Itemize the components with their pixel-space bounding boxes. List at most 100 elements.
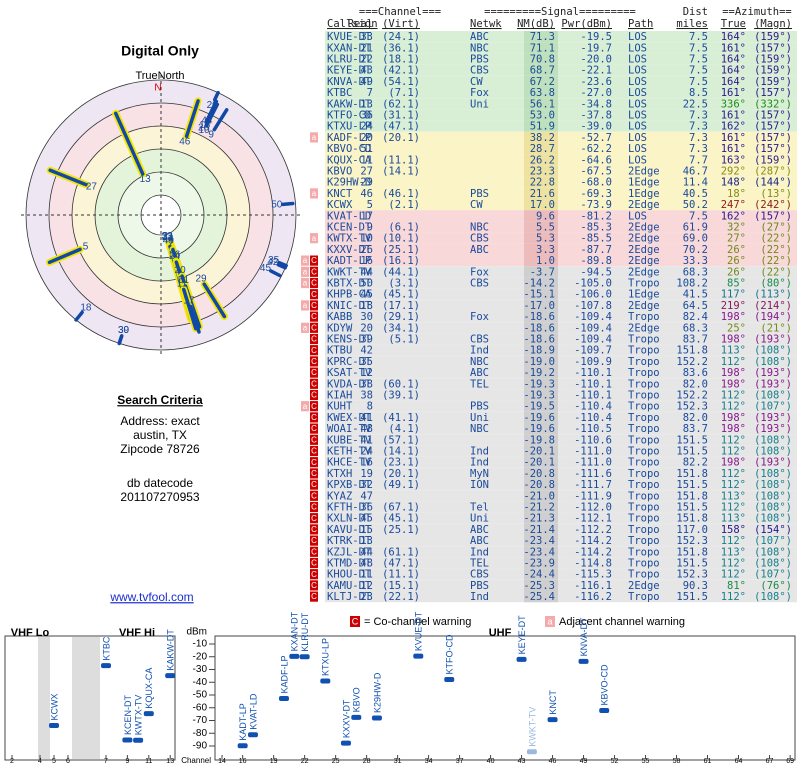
channel-tick-label: 64 (735, 758, 743, 765)
warning-box (310, 412, 318, 423)
cell: 198° (721, 367, 746, 379)
warning-box (301, 266, 309, 277)
cell: 161° (721, 42, 746, 54)
cell: (41.1) (382, 412, 420, 424)
cell: PBS (470, 188, 489, 200)
cell: Tropo (628, 457, 660, 469)
cell: 161° (721, 143, 746, 155)
cell: KHCE-TV (327, 457, 372, 469)
cell: 7.5 (689, 210, 708, 222)
cell: -14.2 (523, 278, 555, 290)
cell: -19.6 (523, 412, 555, 424)
cell: -19.3 (523, 390, 555, 402)
nm-band (524, 266, 558, 278)
cell: 161° (721, 110, 746, 122)
cell: Fox (470, 266, 489, 278)
warning-mark: a (303, 301, 308, 310)
cell: (108°) (754, 513, 792, 525)
nm-band (524, 187, 558, 199)
warning-mark: C (311, 413, 317, 422)
cell: 112° (721, 446, 746, 458)
radar-label: 39 (118, 325, 130, 336)
channel-marker (165, 673, 176, 679)
cell: 26° (727, 266, 746, 278)
cell: -34.8 (580, 98, 612, 110)
cell: (21°) (760, 322, 792, 334)
cell: CBS (470, 569, 489, 581)
cell: (3.1) (388, 278, 420, 290)
warning-mark: C (311, 290, 317, 299)
cell: 7.3 (689, 110, 708, 122)
warning-mark: a (303, 267, 308, 276)
row-bg (325, 535, 797, 547)
radar-label: 24 (169, 251, 181, 262)
cell: LOS (628, 54, 647, 66)
cell: Tropo (628, 412, 660, 424)
row-bg (325, 64, 797, 76)
channel-tick-label: 6 (66, 758, 70, 765)
cell: 152.3 (676, 401, 708, 413)
warning-mark: C (311, 357, 317, 366)
cell: Tropo (628, 434, 660, 446)
cell: -85.5 (580, 233, 612, 245)
cell: 112° (721, 591, 746, 603)
cell: 2Edge (628, 266, 660, 278)
cell: (36.1) (382, 42, 420, 54)
warning-mark: C (311, 402, 317, 411)
column-header: Pwr(dBm) (561, 18, 612, 30)
warning-mark: C (311, 256, 317, 265)
cell: 18° (727, 188, 746, 200)
channel-callsign: KEYE-DT (517, 615, 527, 655)
cell: 25° (727, 322, 746, 334)
cell: -23.4 (523, 546, 555, 558)
cell: (20.1) (382, 468, 420, 480)
cell: 16 (360, 255, 373, 267)
row-bg (325, 210, 797, 222)
channel-marker (413, 653, 424, 659)
row-bg (325, 490, 797, 502)
column-header: miles (676, 18, 708, 30)
cell: (193°) (754, 334, 792, 346)
cell: Tropo (628, 334, 660, 346)
cell: 7.5 (689, 31, 708, 43)
cell: -110.4 (574, 412, 612, 424)
cell: 151.5 (676, 502, 708, 514)
cell: (11.1) (382, 154, 420, 166)
cell: (24.1) (382, 31, 420, 43)
cell: (159°) (754, 154, 792, 166)
dbm-tick-label: -10 (193, 639, 208, 650)
warning-mark: C (311, 368, 317, 377)
cell: 82.4 (683, 311, 708, 323)
cell: -18.6 (523, 322, 555, 334)
radar-label: 30 (118, 325, 130, 336)
nm-band (524, 120, 558, 132)
warning-mark: C (311, 323, 317, 332)
cell: (159°) (754, 76, 792, 88)
link[interactable]: www.tvfool.com (109, 590, 193, 604)
cell: 336° (721, 98, 746, 110)
cell: -64.6 (580, 154, 612, 166)
warning-mark: a (312, 189, 317, 198)
cell: Tropo (628, 513, 660, 525)
row-bg (325, 143, 797, 155)
channel-marker (278, 695, 289, 701)
warning-mark: C (311, 491, 317, 500)
channel-callsign: KCEN-DT (123, 695, 133, 736)
cell: Uni (470, 513, 489, 525)
cell: (18.1) (382, 54, 420, 66)
cell: KXXV-DT (327, 244, 372, 256)
cell: 7.3 (689, 143, 708, 155)
channel-label: Channel (181, 756, 211, 765)
warning-mark: C (311, 391, 317, 400)
warning-mark: a (303, 279, 308, 288)
cell: (39.1) (382, 390, 420, 402)
cell: 7.3 (689, 132, 708, 144)
cell: 68.7 (530, 65, 555, 77)
nm-band (524, 165, 558, 177)
warning-box (310, 233, 318, 244)
cell: (34.1) (382, 322, 420, 334)
cell: 32 (360, 479, 373, 491)
cell: LOS (628, 87, 647, 99)
